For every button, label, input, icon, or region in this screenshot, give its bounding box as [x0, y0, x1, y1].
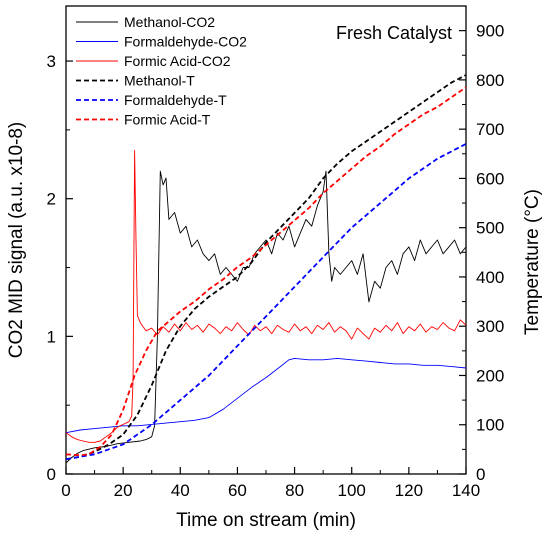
series-layer — [65, 74, 467, 464]
series-line-formic-acid-co2 — [65, 150, 467, 443]
y-left-tick-label: 2 — [47, 190, 56, 209]
y-left-axis-title-text: CO2 MID signal (a.u. x10-8) — [6, 122, 27, 359]
series-line-formaldehyde-t — [65, 143, 467, 461]
series-line-methanol-co2 — [65, 170, 467, 464]
legend-label: Formaldehyde-T — [124, 92, 227, 108]
x-tick-label: 120 — [395, 481, 423, 500]
x-tick-label: 80 — [285, 481, 304, 500]
y-left-axis-title: CO2 MID signal (a.u. x10-8) — [6, 122, 27, 359]
y-right-tick-label: 300 — [476, 317, 504, 336]
y-left-tick-label: 3 — [47, 52, 56, 71]
y-right-tick-label: 900 — [476, 22, 504, 41]
y-right-tick-label: 700 — [476, 120, 504, 139]
ticks-layer: 0 20 40 60 80 100 120 1400123010020030040050060… — [47, 22, 505, 500]
legend-label: Formic Acid-T — [124, 112, 211, 128]
series-line-formaldehyde-co2 — [65, 357, 467, 434]
y-right-tick-label: 0 — [476, 465, 485, 484]
y-right-tick-label: 500 — [476, 219, 504, 238]
y-right-tick-label: 200 — [476, 366, 504, 385]
y-left-tick-label: 0 — [47, 465, 56, 484]
series-line-formic-acid-t — [65, 86, 467, 457]
legend-label: Formaldehyde-CO2 — [124, 34, 247, 50]
legend-label: Methanol-T — [124, 73, 195, 89]
x-tick-label: 60 — [228, 481, 247, 500]
x-axis-title: Time on stream (min) — [176, 510, 356, 531]
chart-title: Fresh Catalyst — [336, 23, 452, 43]
y-right-tick-label: 800 — [476, 71, 504, 90]
x-tick-label: 40 — [171, 481, 190, 500]
legend-label: Formic Acid-CO2 — [124, 53, 231, 69]
series-line-methanol-t — [65, 74, 467, 461]
legend: Methanol-CO2 Formaldehyde-CO2 Formic Acid-… — [76, 14, 247, 128]
x-tick-label: 140 — [452, 481, 480, 500]
y-right-tick-label: 100 — [476, 416, 504, 435]
y-right-axis-title: Temperature (°C) — [522, 189, 543, 335]
y-right-tick-label: 400 — [476, 268, 504, 287]
x-tick-label: 100 — [338, 481, 366, 500]
x-tick-label: 0 — [61, 481, 70, 500]
y-left-tick-label: 1 — [47, 327, 56, 346]
y-right-tick-label: 600 — [476, 169, 504, 188]
legend-label: Methanol-CO2 — [124, 14, 215, 30]
x-tick-label: 20 — [114, 481, 133, 500]
